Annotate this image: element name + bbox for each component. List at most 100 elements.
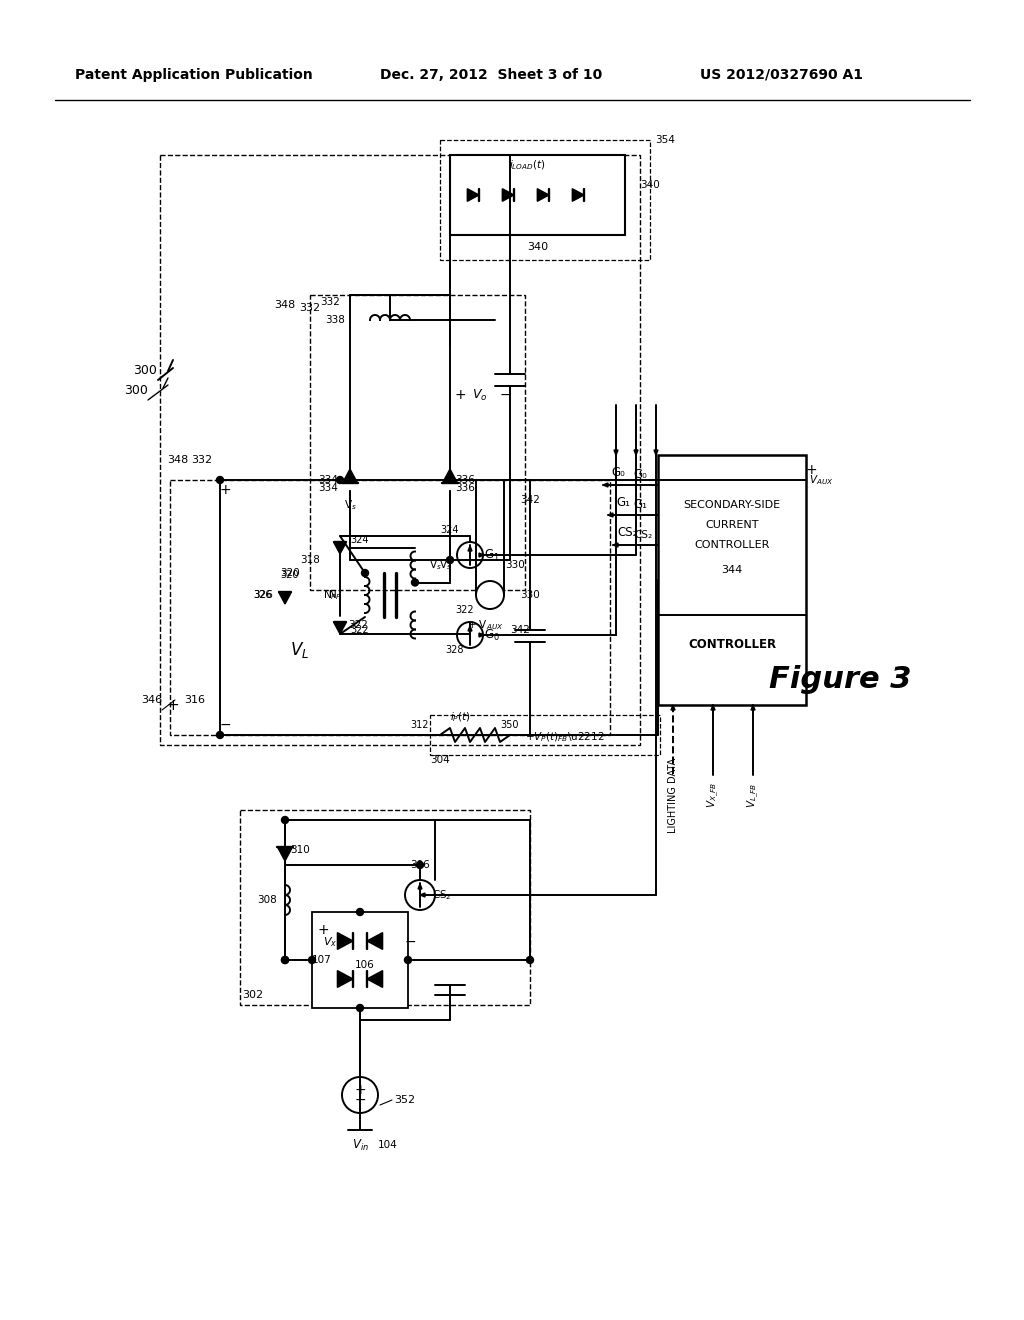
Text: −: −	[404, 935, 416, 949]
Text: 306: 306	[411, 861, 430, 870]
Text: $i_{LOAD}(t)$: $i_{LOAD}(t)$	[509, 158, 546, 172]
Text: $V_o$: $V_o$	[472, 388, 487, 403]
Text: 334: 334	[318, 483, 338, 492]
Text: 320: 320	[281, 570, 299, 579]
Text: 316: 316	[184, 696, 206, 705]
Text: 106: 106	[355, 960, 375, 970]
Text: 322: 322	[456, 605, 474, 615]
Bar	[440, 140, 650, 260]
Circle shape	[282, 957, 289, 964]
Circle shape	[282, 817, 289, 824]
Text: + V$_{AUX}$: + V$_{AUX}$	[467, 618, 503, 632]
Circle shape	[282, 957, 289, 964]
Text: G$_1$: G$_1$	[484, 548, 500, 562]
Polygon shape	[608, 513, 613, 517]
Text: V$_s$: V$_s$	[344, 498, 356, 512]
Text: LIGHTING DATA: LIGHTING DATA	[668, 758, 678, 833]
Bar	[310, 294, 525, 590]
Text: $V_{L\_FB}$: $V_{L\_FB}$	[745, 783, 761, 808]
Text: 318: 318	[300, 554, 319, 565]
Text: $V_{in}$: $V_{in}$	[351, 1138, 369, 1152]
Bar	[312, 912, 408, 1008]
Circle shape	[308, 957, 315, 964]
Text: 312: 312	[411, 719, 429, 730]
Text: 354: 354	[655, 135, 675, 145]
Circle shape	[457, 622, 483, 648]
Text: $V_L$: $V_L$	[291, 640, 309, 660]
Polygon shape	[279, 593, 291, 605]
Circle shape	[412, 579, 419, 586]
Text: 300: 300	[133, 363, 157, 376]
Polygon shape	[337, 970, 353, 987]
Bar	[160, 154, 640, 744]
Circle shape	[216, 731, 223, 738]
Text: 326: 326	[254, 590, 272, 601]
Polygon shape	[278, 846, 293, 861]
Circle shape	[406, 880, 435, 909]
Circle shape	[342, 1077, 378, 1113]
Circle shape	[446, 557, 454, 564]
Polygon shape	[468, 626, 472, 631]
Text: 350: 350	[501, 719, 519, 730]
Text: 104: 104	[378, 1140, 397, 1150]
Text: SECONDARY-SIDE: SECONDARY-SIDE	[683, 500, 780, 510]
Polygon shape	[538, 189, 549, 201]
Text: G₁: G₁	[633, 499, 647, 511]
Bar	[430, 715, 660, 755]
Text: 336: 336	[455, 483, 475, 492]
Polygon shape	[342, 469, 357, 483]
Text: +: +	[354, 1082, 366, 1097]
Circle shape	[356, 908, 364, 916]
Bar	[450, 154, 625, 235]
Text: Dec. 27, 2012  Sheet 3 of 10: Dec. 27, 2012 Sheet 3 of 10	[380, 69, 602, 82]
Circle shape	[361, 569, 369, 577]
Polygon shape	[479, 553, 484, 557]
Text: +: +	[167, 697, 179, 713]
Text: 332: 332	[299, 304, 321, 313]
Polygon shape	[503, 189, 514, 201]
Polygon shape	[334, 622, 346, 634]
Text: 330: 330	[505, 560, 525, 570]
Polygon shape	[613, 543, 618, 546]
Text: 324: 324	[440, 525, 459, 535]
Text: 344: 344	[721, 565, 742, 576]
Text: V$_s$: V$_s$	[429, 558, 441, 572]
Text: 326: 326	[253, 590, 273, 601]
Text: $V_{X\_FB}$: $V_{X\_FB}$	[706, 781, 721, 808]
Polygon shape	[751, 705, 755, 710]
Polygon shape	[614, 450, 618, 455]
Text: 332: 332	[321, 297, 340, 308]
Circle shape	[216, 477, 223, 483]
Polygon shape	[603, 483, 608, 487]
Circle shape	[476, 581, 504, 609]
Polygon shape	[367, 933, 383, 949]
Bar	[658, 455, 806, 705]
Text: 310: 310	[290, 845, 310, 855]
Text: CONTROLLER: CONTROLLER	[694, 540, 770, 550]
Text: 320: 320	[281, 568, 300, 578]
Text: 330: 330	[520, 590, 540, 601]
Circle shape	[337, 477, 343, 483]
Text: $V_x$: $V_x$	[323, 935, 337, 949]
Text: 300: 300	[124, 384, 148, 396]
Polygon shape	[634, 450, 638, 455]
Polygon shape	[442, 469, 458, 483]
Text: G₀: G₀	[611, 466, 625, 479]
Text: N$_P$: N$_P$	[328, 589, 342, 602]
Text: 322: 322	[350, 624, 370, 635]
Text: 352: 352	[394, 1096, 416, 1105]
Text: +: +	[805, 463, 817, 477]
Circle shape	[404, 957, 412, 964]
Text: CS₂: CS₂	[617, 527, 638, 540]
Text: N$_P$: N$_P$	[323, 589, 337, 602]
Polygon shape	[654, 450, 658, 455]
Text: 340: 340	[527, 242, 548, 252]
Polygon shape	[711, 705, 715, 710]
Text: 338: 338	[325, 315, 345, 325]
Polygon shape	[479, 634, 484, 638]
Circle shape	[417, 862, 424, 869]
Text: 340: 340	[640, 180, 659, 190]
Text: CURRENT: CURRENT	[706, 520, 759, 531]
Text: 324: 324	[351, 535, 370, 545]
Polygon shape	[467, 189, 479, 201]
